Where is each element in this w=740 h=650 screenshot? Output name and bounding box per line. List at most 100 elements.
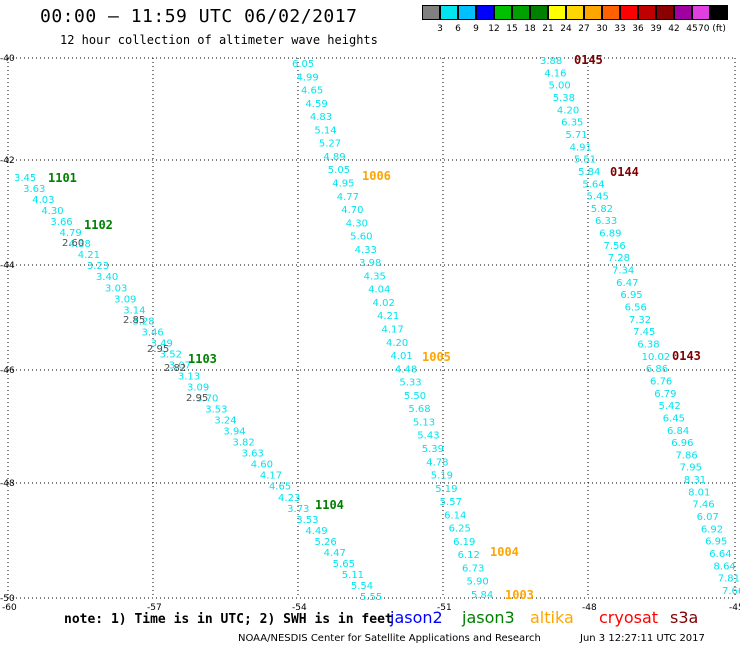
wave-height-value: 4.99 — [296, 72, 318, 83]
wave-height-value: 3.09 — [114, 294, 136, 305]
pass-time-label: 0145 — [574, 53, 603, 67]
wave-height-value: 3.82 — [233, 438, 255, 449]
satellite-legend-item: altika — [530, 608, 574, 627]
pass-time-label: 1104 — [315, 498, 344, 512]
wave-height-value: 3.53 — [205, 405, 227, 416]
wave-height-value: 6.05 — [292, 59, 314, 70]
wave-height-value: 5.84 — [578, 167, 600, 178]
wave-height-value: 5.19 — [431, 471, 453, 482]
wave-height-value: 5.82 — [591, 204, 613, 215]
pass-time-label: 1003 — [505, 588, 534, 602]
wave-height-value: 5.45 — [587, 192, 609, 203]
wave-height-value: 6.56 — [625, 303, 647, 314]
scale-label: 21 — [542, 24, 554, 34]
page-subtitle: 12 hour collection of altimeter wave hei… — [60, 33, 378, 47]
wave-height-value: 4.01 — [390, 351, 412, 362]
wave-height-value: 4.65 — [269, 482, 291, 493]
wave-height-value: 3.45 — [14, 173, 36, 184]
satellite-legend-item: jason3 — [462, 608, 515, 627]
wave-height-value: 6.14 — [444, 510, 466, 521]
wave-height-value: 6.19 — [453, 537, 475, 548]
wave-height-value: 5.13 — [413, 417, 435, 428]
wave-height-value: 4.02 — [373, 298, 395, 309]
scale-label: 18 — [524, 24, 536, 34]
lat-label: -44 — [0, 261, 15, 271]
wave-height-value: 5.65 — [333, 559, 355, 570]
scale-swatch — [512, 5, 530, 20]
scale-swatch — [674, 5, 692, 20]
lat-label: -50 — [0, 594, 15, 604]
wave-height-value: 5.50 — [404, 391, 426, 402]
wave-height-value: 4.89 — [323, 152, 345, 163]
scale-swatch — [548, 5, 566, 20]
wave-height-value: 8.01 — [688, 487, 710, 498]
wave-height-value: 6.76 — [650, 376, 672, 387]
scale-swatch — [476, 5, 494, 20]
wave-height-value: 4.47 — [324, 548, 346, 559]
wave-height-value: 4.30 — [41, 206, 63, 217]
pass-time-label: 1101 — [48, 171, 77, 185]
wave-height-value: 6.95 — [620, 290, 642, 301]
wave-height-value: 6.64 — [709, 549, 731, 560]
wave-height-value: 3.52 — [160, 349, 182, 360]
scale-swatch — [638, 5, 656, 20]
scale-swatch — [620, 5, 638, 20]
wave-height-value: 2.95 — [147, 344, 169, 355]
wave-height-value: 4.04 — [368, 285, 390, 296]
pass-time-label: 1102 — [84, 218, 113, 232]
scale-swatch — [692, 5, 710, 20]
scale-label: 9 — [473, 24, 479, 34]
lon-label: -60 — [2, 603, 17, 613]
timestamp-text: Jun 3 12:27:11 UTC 2017 — [580, 633, 705, 644]
wave-height-value: 4.91 — [570, 142, 592, 153]
lat-label: -42 — [0, 156, 15, 166]
wave-height-value: 3.53 — [296, 515, 318, 526]
wave-height-value: 3.28 — [132, 316, 154, 327]
wave-height-value: 6.12 — [458, 550, 480, 561]
wave-height-value: 6.95 — [705, 537, 727, 548]
wave-height-value: 3.63 — [23, 184, 45, 195]
scale-label: 39 — [650, 24, 662, 34]
wave-height-value: 3.73 — [287, 504, 309, 515]
wave-height-value: 7.28 — [608, 253, 630, 264]
lon-label: -54 — [292, 603, 307, 613]
wave-height-value: 4.16 — [544, 68, 566, 79]
wave-height-value: 4.17 — [382, 325, 404, 336]
scale-swatch — [458, 5, 476, 20]
lat-label: -46 — [0, 366, 15, 376]
wave-height-value: 4.65 — [301, 86, 323, 97]
wave-height-value: 3.03 — [105, 283, 127, 294]
wave-height-value: 6.73 — [462, 563, 484, 574]
wave-height-value: 3.98 — [359, 258, 381, 269]
wave-height-value: 3.40 — [96, 272, 118, 283]
wave-height-value: 8.64 — [714, 561, 736, 572]
lat-label: -48 — [0, 479, 15, 489]
wave-height-value: 4.17 — [260, 471, 282, 482]
wave-height-value: 6.38 — [637, 339, 659, 350]
wave-height-value: 2.85 — [123, 315, 145, 326]
scale-label: 3 — [437, 24, 443, 34]
lon-label: -48 — [582, 603, 597, 613]
wave-height-value: 4.48 — [395, 364, 417, 375]
scale-label: 45 — [686, 24, 698, 34]
wave-height-value: 3.63 — [242, 449, 264, 460]
scale-label: 27 — [578, 24, 590, 34]
wave-height-value: 6.35 — [561, 118, 583, 129]
wave-height-value: 2.95 — [186, 393, 208, 404]
wave-height-value: 5.54 — [351, 581, 373, 592]
pass-time-label: 1004 — [490, 545, 519, 559]
wave-height-value: 7.95 — [680, 463, 702, 474]
wave-height-value: 7.56 — [603, 241, 625, 252]
wave-height-value: 5.26 — [314, 537, 336, 548]
wave-height-value: 6.92 — [701, 524, 723, 535]
wave-height-value: 5.57 — [440, 497, 462, 508]
wave-height-value: 6.33 — [595, 216, 617, 227]
wave-height-value: 3.23 — [87, 261, 109, 272]
wave-height-value: 3.07 — [169, 360, 191, 371]
wave-height-value: 5.71 — [565, 130, 587, 141]
satellite-legend-item: cryosat — [599, 608, 659, 627]
wave-height-value: 6.79 — [654, 389, 676, 400]
wave-height-value: 4.83 — [310, 112, 332, 123]
scale-label: 36 — [632, 24, 644, 34]
